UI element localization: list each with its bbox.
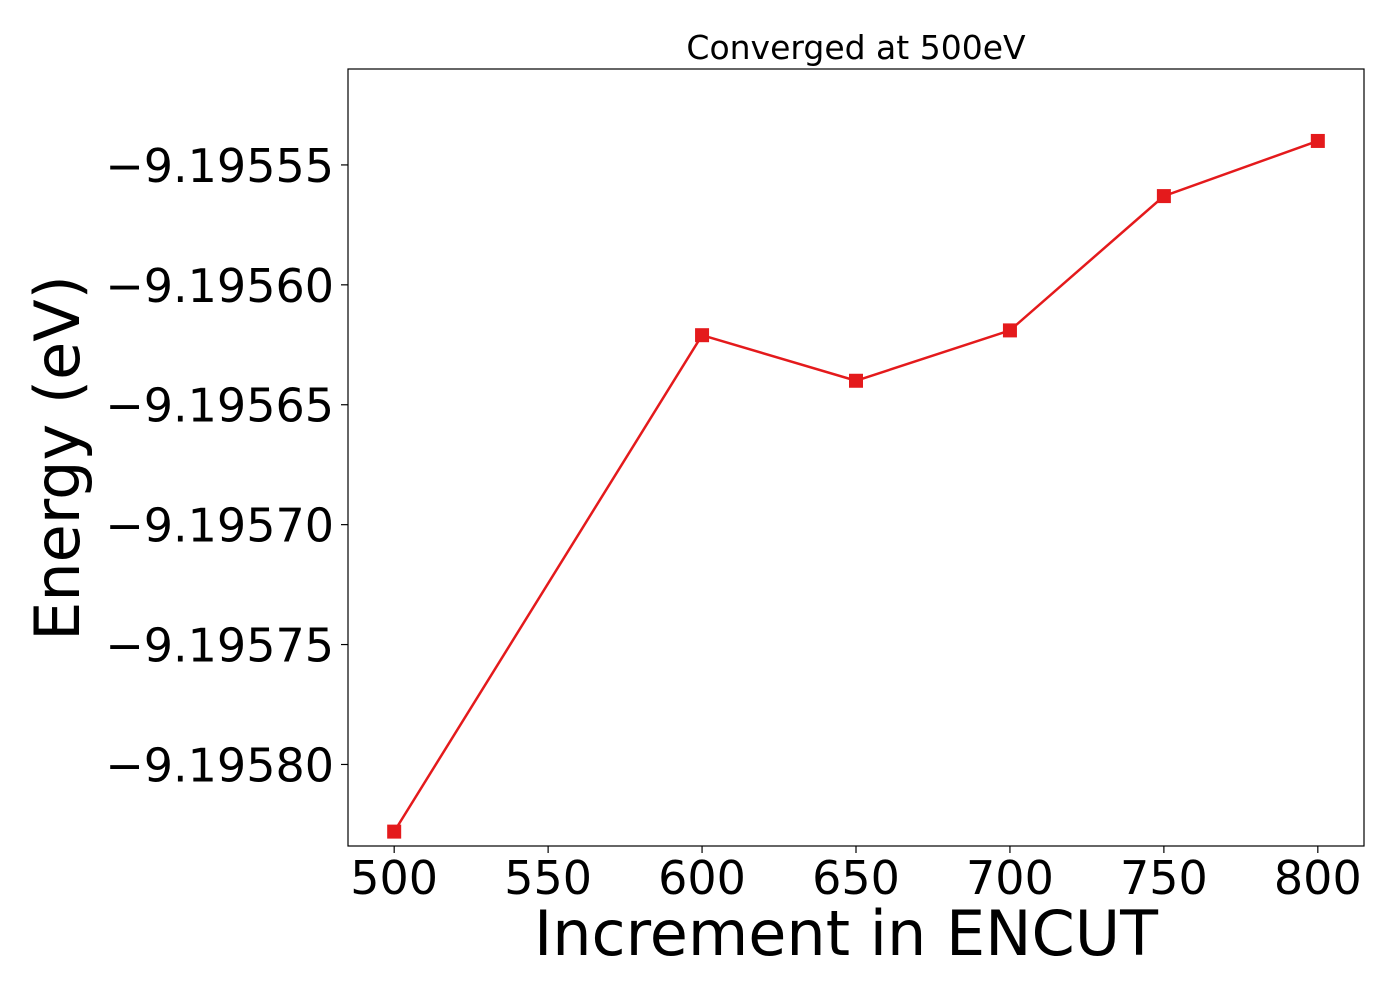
- data-point-marker: [1156, 189, 1171, 204]
- x-axis-title: Increment in ENCUT: [534, 897, 1159, 970]
- y-tick-label: −9.19570: [105, 499, 334, 553]
- series-layer: [387, 133, 1325, 839]
- x-tick-label: 500: [350, 851, 438, 905]
- x-axis-ticks: 500 550 600 650 700 750 800: [350, 846, 1362, 905]
- x-tick-label: 750: [1120, 851, 1208, 905]
- plot-area: [347, 68, 1365, 847]
- y-tick-label: −9.19560: [105, 259, 334, 313]
- series-line: [393, 139, 1319, 833]
- y-tick-label: −9.19580: [105, 738, 334, 792]
- x-tick-label: 800: [1274, 851, 1362, 905]
- data-point-marker: [695, 328, 710, 343]
- x-tick-label: 600: [658, 851, 746, 905]
- y-axis-ticks: −9.19555 −9.19560 −9.19565 −9.19570 −9.19575…: [105, 139, 348, 792]
- data-point-marker: [1310, 133, 1325, 148]
- data-point-marker: [387, 824, 402, 839]
- x-tick-label: 650: [812, 851, 900, 905]
- data-point-marker: [849, 373, 863, 388]
- x-tick-label: 550: [504, 851, 592, 905]
- data-point-marker: [1002, 323, 1017, 338]
- x-tick-label: 700: [966, 851, 1054, 905]
- chart-title: Converged at 500eV: [686, 28, 1026, 67]
- y-tick-label: −9.19575: [105, 619, 334, 673]
- y-tick-label: −9.19565: [105, 379, 334, 433]
- y-axis-title: Energy (eV): [21, 275, 94, 641]
- y-tick-label: −9.19555: [105, 139, 334, 193]
